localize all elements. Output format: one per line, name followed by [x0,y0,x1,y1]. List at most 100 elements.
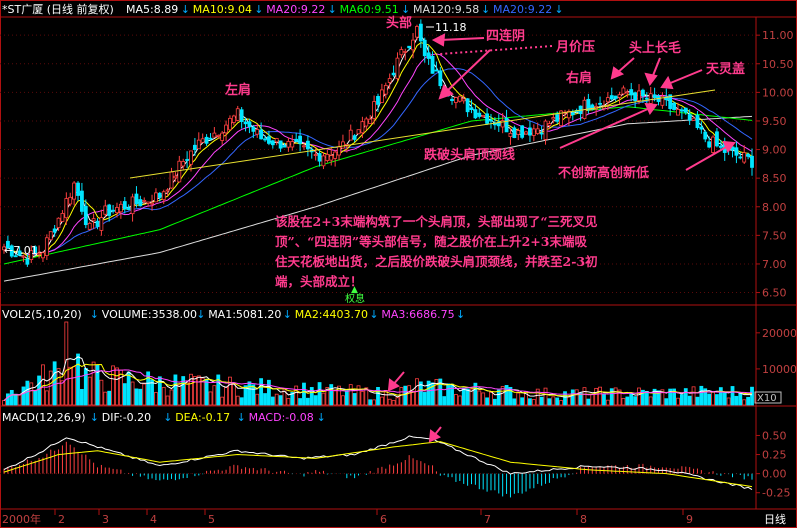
volume-bar [286,398,291,406]
candle-body [333,151,338,159]
y-axis-ticks: 11.00 10.50 10.00 9.50 9.00 8.50 8.00 7.50 7.00 6… [756,29,797,500]
volume-bar [185,382,190,406]
candle-body [566,110,571,119]
candle-body [239,109,244,122]
volume-bar [126,371,131,406]
volume-bar [418,381,423,406]
candle-body [364,118,369,127]
volume-bar [181,376,186,406]
volume-bar [360,391,365,406]
candle-body [329,155,334,161]
candle-body [676,109,680,116]
arrow-four-yin-down [445,49,491,93]
volume-bar [29,382,34,406]
candle-body [426,52,431,59]
volume-bar [344,390,349,406]
candle-body [107,204,112,216]
candle-body [403,50,408,53]
y-tick-label: 7.50 [762,229,787,242]
legend-arrow-icon: ↓ [181,3,190,16]
legend-arrow-icon: ↓ [283,308,292,321]
volume-bar [376,387,380,406]
candle-body [25,258,30,265]
candle-body [411,39,415,51]
volume-bar [683,388,688,406]
candle-body [469,107,474,111]
volume-bar [531,399,536,406]
candle-body [644,97,649,100]
legend-arrow-icon: ↓ [254,3,263,16]
volume-bar [56,368,61,406]
volume-bar [325,387,330,406]
candle-body [111,209,115,212]
volume-bar [372,399,377,406]
volume-bar [594,387,599,406]
legend-item: MA1:5081.20 [208,308,281,321]
volume-legend: VOL2(5,10,20) ↓ VOLUME:3538.00 ↓ MA1:5081.20… [2,308,465,321]
volume-bar [146,371,151,406]
y-tick-label: 11.00 [762,29,794,42]
volume-bar [691,386,696,406]
x-tick-label: 9 [686,513,693,526]
volume-bar [582,387,587,406]
candle-body [270,140,275,146]
no-new-high-label: 不创新高创新低 [558,165,649,181]
note-line-1: 该股在2+3末端构筑了一个头肩顶，头部出现了“三死叉见 [275,214,598,229]
volume-bar [676,397,680,406]
volume-bar [512,398,517,406]
volume-bar [504,385,509,406]
candle-body [212,132,217,138]
candle-body [687,114,692,121]
volume-bar [715,394,719,406]
legend-item: DIF:-0.20 [102,411,151,424]
candle-body [189,150,193,165]
volume-bar [157,376,162,406]
candle-body [746,153,751,157]
volume-bar [99,379,104,406]
candle-body [216,135,221,137]
candle-body [504,117,509,133]
volume-bar [247,381,252,406]
macd-histogram [0,441,756,498]
ex-rights-arrow: ▲ [351,285,358,295]
candle-body [360,121,365,134]
break-neckline-label: 跌破头肩顶颈线 [424,147,515,163]
volume-bar [134,388,139,406]
candle-body [660,96,665,106]
candle-body [609,95,614,100]
candle-body [715,131,719,147]
volume-bar [742,399,747,406]
volume-bar [395,397,400,406]
volume-bar [621,398,626,406]
volume-bar [352,393,357,406]
candle-body [68,196,73,205]
volume-bar [711,391,715,406]
volume-bar [243,385,248,406]
candle-body [543,120,548,140]
candle-body [305,140,310,150]
candle-body [173,175,178,179]
volume-bar [633,396,638,406]
chart-title: *ST广厦 (日线 前复权) [2,2,114,16]
candle-body [235,108,240,121]
volume-bar [590,393,595,406]
volume-bar [235,395,240,406]
volume-bar [434,379,439,406]
volume-bar [399,387,404,406]
candle-body [146,201,151,204]
candle-body [368,118,373,125]
volume-bar [586,398,591,406]
legend-arrow-icon: ↓ [163,411,172,424]
macd-lines [3,435,753,491]
volume-bar [231,382,236,406]
candle-body [317,153,322,162]
volume-bar [290,392,295,406]
volume-bar [738,392,743,406]
volume-bar [83,368,88,406]
volume-bar [212,385,217,406]
volume-bar [641,389,645,406]
y-tick-label: 8.00 [762,201,787,214]
four-yin-label: 四连阴 [486,28,525,44]
arrowhead-8 [387,378,400,392]
candle-body [629,89,634,96]
